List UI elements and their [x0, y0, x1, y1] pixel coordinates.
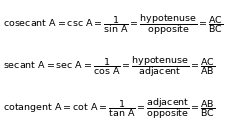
- Text: $\mathrm{secant\ A = sec\ A} = \dfrac{1}{\mathrm{cos\ A}} = \dfrac{\mathrm{hypot: $\mathrm{secant\ A = sec\ A} = \dfrac{1}…: [3, 54, 215, 79]
- Text: $\mathrm{cosecant\ A = csc\ A} = \dfrac{1}{\mathrm{sin\ A}} = \dfrac{\mathrm{hyp: $\mathrm{cosecant\ A = csc\ A} = \dfrac{…: [3, 12, 223, 37]
- Text: $\mathrm{cotangent\ A = cot\ A} = \dfrac{1}{\mathrm{tan\ A}} = \dfrac{\mathrm{ad: $\mathrm{cotangent\ A = cot\ A} = \dfrac…: [3, 96, 215, 121]
